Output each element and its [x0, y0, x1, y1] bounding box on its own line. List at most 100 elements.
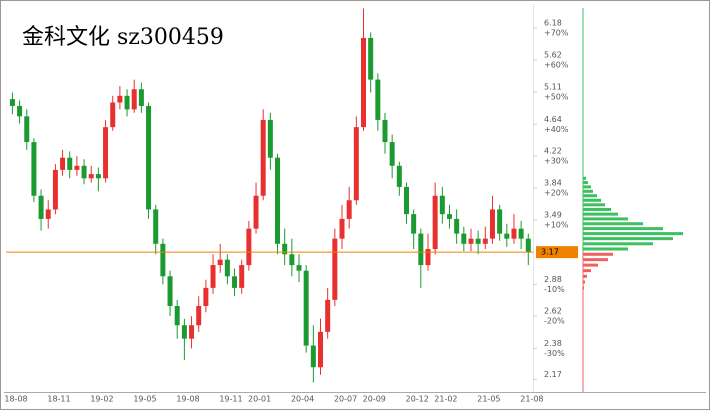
y-tick-label: 2.88: [544, 275, 562, 284]
candle-body: [418, 233, 424, 266]
x-tick-label: 19-08: [176, 395, 199, 404]
profile-bar: [583, 258, 608, 262]
candle-body: [318, 331, 324, 368]
candle-body: [117, 95, 123, 103]
candle-body: [38, 195, 44, 219]
y-tick-change: -20%: [544, 317, 565, 326]
y-tick-label: 3.84: [544, 178, 562, 187]
candle-body: [181, 325, 187, 339]
candle-body: [332, 238, 338, 300]
y-tick-label: 2.38: [544, 339, 562, 348]
candle-body: [411, 214, 417, 234]
candle-body: [146, 105, 152, 210]
candle-body: [361, 37, 367, 128]
profile-bar: [583, 207, 611, 211]
candle-body: [375, 79, 381, 120]
candle-body: [138, 89, 144, 106]
x-tick-label: 21-08: [520, 395, 543, 404]
candle-body: [504, 233, 510, 239]
candle-body: [174, 306, 180, 326]
profile-bar: [583, 269, 591, 273]
candle-body: [403, 186, 409, 215]
y-tick-change: +20%: [544, 188, 569, 197]
candle-body: [131, 89, 137, 110]
candle-body: [389, 142, 395, 166]
candle-body: [81, 165, 87, 179]
candle-body: [282, 243, 288, 255]
profile-bar: [583, 189, 593, 193]
last-price-box: [536, 246, 578, 259]
x-tick-label: 19-11: [219, 395, 242, 404]
y-tick-label: 2.17: [544, 370, 562, 379]
profile-bar: [583, 286, 584, 290]
candle-body: [518, 228, 524, 239]
candle-body: [468, 238, 474, 244]
profile-bar: [583, 181, 588, 185]
profile-bar: [583, 194, 597, 198]
x-tick-label: 18-08: [4, 395, 27, 404]
y-tick-change: +40%: [544, 125, 569, 134]
candle-body: [461, 233, 467, 244]
profile-bar: [583, 232, 683, 236]
candle-body: [239, 265, 245, 288]
x-tick-label: 19-05: [133, 395, 156, 404]
x-tick-label: 21-02: [434, 395, 457, 404]
candle-body: [525, 238, 531, 253]
candle-body: [289, 254, 295, 266]
y-tick-label: 2.62: [544, 307, 562, 316]
y-tick-label: 4.64: [544, 115, 562, 124]
candle-body: [425, 248, 431, 266]
y-tick-label: 4.22: [544, 147, 562, 156]
candle-body: [88, 174, 94, 179]
candle-body: [439, 195, 445, 215]
candle-body: [232, 276, 238, 288]
candle-body: [382, 119, 388, 143]
candle-body: [124, 95, 130, 110]
candle-body: [446, 214, 452, 219]
candle-body: [253, 195, 259, 229]
candle-body: [396, 165, 402, 187]
profile-bar: [583, 280, 585, 284]
candle-body: [217, 259, 223, 266]
profile-bar: [583, 252, 613, 256]
profile-bar: [583, 203, 605, 207]
profile-bar: [583, 227, 663, 231]
x-tick-label: 20-04: [291, 395, 314, 404]
candle-body: [260, 119, 266, 196]
candle-body: [303, 270, 309, 346]
profile-bar: [583, 222, 643, 226]
chart-title: 金科文化 sz300459: [22, 25, 224, 50]
y-tick-change: +30%: [544, 157, 569, 166]
y-tick-change: +60%: [544, 60, 569, 69]
candle-body: [167, 276, 173, 307]
candle-body: [60, 157, 66, 170]
candle-body: [482, 238, 488, 244]
candle-body: [9, 99, 15, 106]
x-tick-label: 20-09: [363, 395, 386, 404]
candle-body: [203, 287, 209, 307]
candle-body: [489, 209, 495, 239]
profile-bar: [583, 176, 586, 180]
y-tick-change: +10%: [544, 220, 569, 229]
candle-body: [511, 228, 517, 239]
x-tick-label: 20-12: [406, 395, 429, 404]
candle-body: [275, 157, 281, 244]
candle-body: [103, 127, 109, 179]
profile-bar: [583, 237, 673, 241]
y-tick-change: -10%: [544, 285, 565, 294]
profile-bar: [583, 217, 628, 221]
candle-body: [24, 116, 30, 143]
candle-body: [45, 209, 51, 219]
candle-body: [196, 306, 202, 326]
y-tick-label: 3.49: [544, 210, 562, 219]
candle-body: [210, 265, 216, 288]
candle-body: [160, 243, 166, 277]
candle-body: [368, 37, 374, 80]
candle-body: [95, 174, 101, 179]
candle-body: [74, 165, 80, 170]
x-tick-label: 21-05: [477, 395, 500, 404]
candle-body: [267, 119, 273, 158]
profile-bar: [583, 274, 587, 278]
